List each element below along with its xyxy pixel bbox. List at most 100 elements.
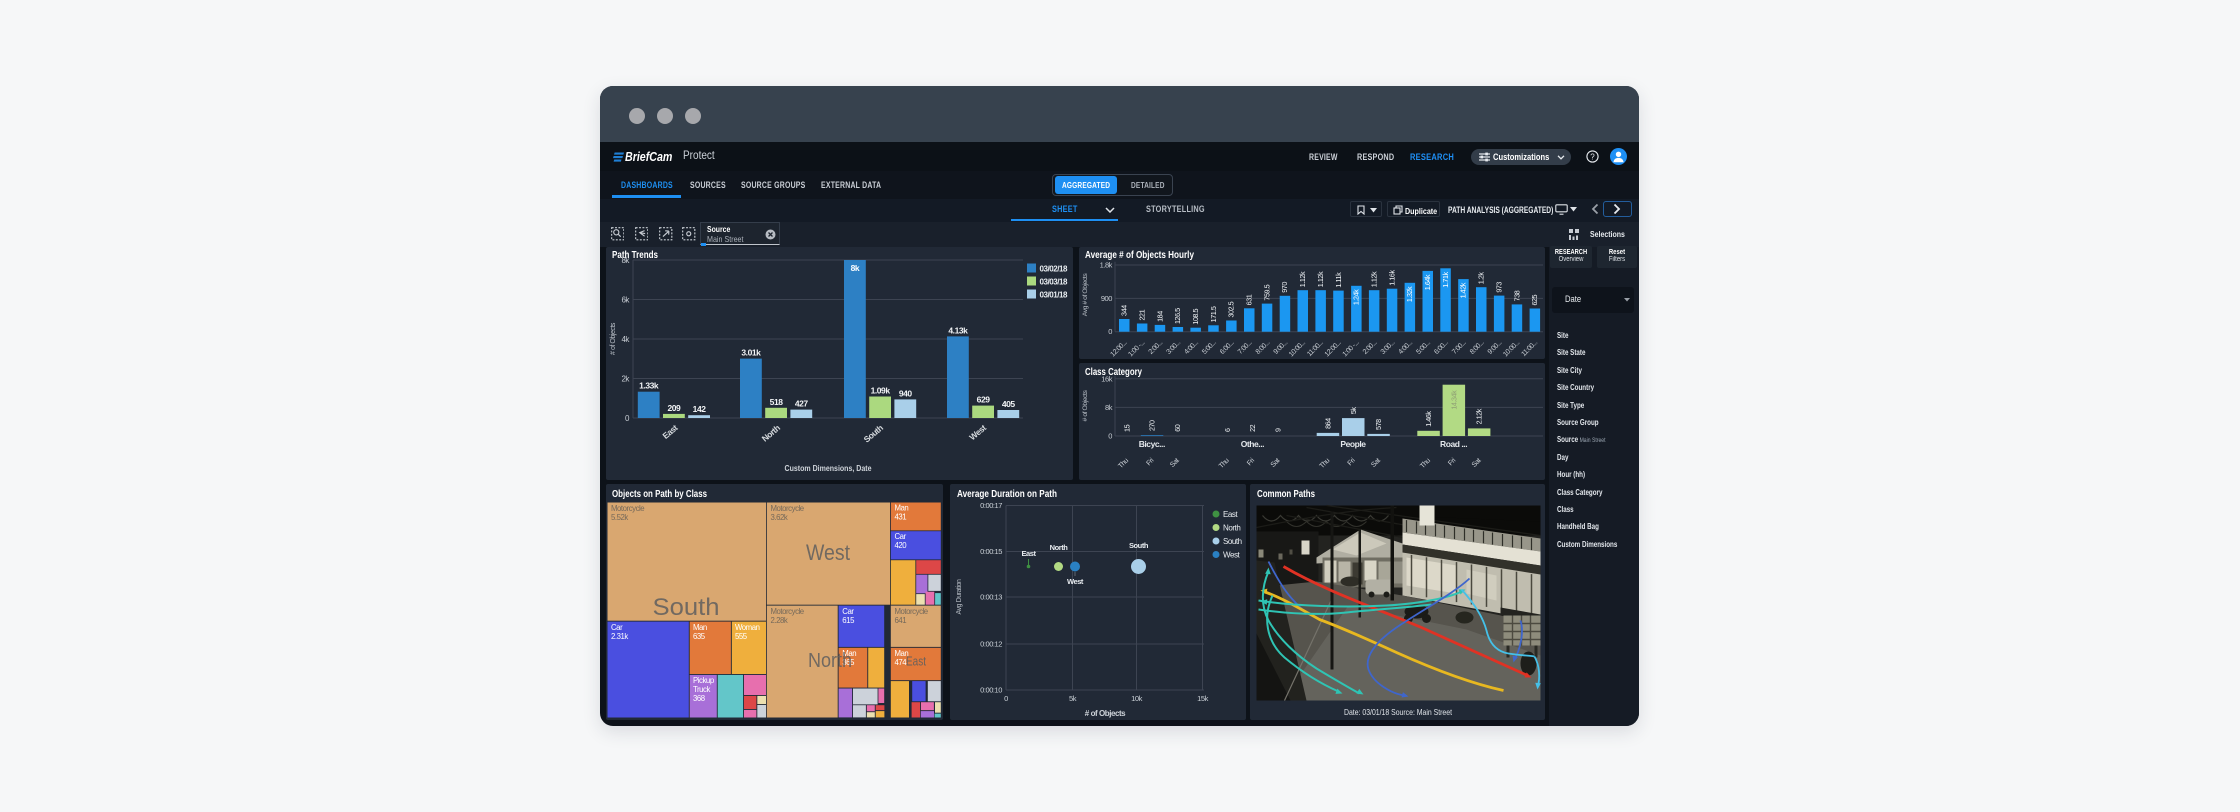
svg-text:1.24k: 1.24k bbox=[1352, 289, 1361, 305]
svg-text:6k: 6k bbox=[621, 296, 630, 305]
svg-text:Custom Dimensions, Date: Custom Dimensions, Date bbox=[785, 463, 872, 473]
svg-text:Average # of Objects Hourly: Average # of Objects Hourly bbox=[1085, 249, 1194, 261]
svg-text:Motorcycle: Motorcycle bbox=[771, 504, 804, 513]
svg-text:Sat: Sat bbox=[1370, 457, 1382, 469]
svg-text:270: 270 bbox=[1148, 420, 1157, 431]
svg-text:East: East bbox=[906, 654, 926, 669]
svg-text:1:00 -...: 1:00 -... bbox=[1127, 339, 1146, 358]
svg-text:365: 365 bbox=[842, 658, 855, 667]
svg-text:10:00...: 10:00... bbox=[1502, 339, 1521, 358]
svg-text:10:00...: 10:00... bbox=[1288, 339, 1307, 358]
svg-text:West: West bbox=[967, 422, 988, 442]
svg-text:1.2k: 1.2k bbox=[1477, 272, 1486, 285]
svg-text:22: 22 bbox=[1248, 424, 1257, 432]
svg-text:2.12k: 2.12k bbox=[1475, 408, 1484, 424]
svg-text:1.64k: 1.64k bbox=[1423, 274, 1432, 290]
svg-text:2k: 2k bbox=[621, 375, 630, 384]
svg-text:1.16k: 1.16k bbox=[1387, 270, 1396, 286]
svg-text:East: East bbox=[1021, 549, 1036, 558]
svg-text:1.09k: 1.09k bbox=[871, 385, 891, 395]
svg-text:1.11k: 1.11k bbox=[1334, 272, 1343, 288]
svg-text:2.28k: 2.28k bbox=[771, 616, 788, 625]
svg-text:0:00:12: 0:00:12 bbox=[980, 640, 1002, 649]
svg-text:Class Category: Class Category bbox=[1085, 366, 1142, 378]
svg-text:Fri: Fri bbox=[1145, 457, 1155, 467]
svg-text:10k: 10k bbox=[1131, 694, 1142, 703]
svg-text:4.13k: 4.13k bbox=[948, 325, 968, 335]
svg-text:West: West bbox=[1067, 577, 1084, 586]
svg-text:578: 578 bbox=[1374, 419, 1383, 430]
svg-text:1.71k: 1.71k bbox=[1441, 271, 1450, 287]
svg-text:0:00:13: 0:00:13 bbox=[980, 593, 1002, 602]
svg-text:Fri: Fri bbox=[1447, 457, 1457, 467]
svg-text:5:00...: 5:00... bbox=[1201, 339, 1218, 356]
svg-text:Pickup: Pickup bbox=[693, 676, 715, 685]
svg-text:0:00:15: 0:00:15 bbox=[980, 547, 1002, 556]
svg-text:4:00...: 4:00... bbox=[1183, 339, 1200, 356]
svg-text:2.31k: 2.31k bbox=[611, 632, 628, 641]
svg-text:Fri: Fri bbox=[1246, 457, 1256, 467]
svg-text:1.46k: 1.46k bbox=[1424, 411, 1433, 427]
svg-text:8k: 8k bbox=[851, 263, 860, 273]
svg-text:# of Objects: # of Objects bbox=[610, 322, 617, 355]
svg-text:8:00...: 8:00... bbox=[1255, 339, 1272, 356]
svg-text:344: 344 bbox=[1120, 305, 1129, 316]
svg-text:6:00...: 6:00... bbox=[1433, 339, 1450, 356]
svg-text:Thu: Thu bbox=[1218, 457, 1231, 470]
svg-text:Man: Man bbox=[895, 649, 909, 658]
svg-text:3:00...: 3:00... bbox=[1165, 339, 1182, 356]
svg-text:3.62k: 3.62k bbox=[771, 513, 788, 522]
svg-text:209: 209 bbox=[667, 403, 681, 413]
svg-text:15k: 15k bbox=[1197, 694, 1208, 703]
svg-text:0: 0 bbox=[1108, 327, 1112, 336]
svg-text:Avg # of Objects: Avg # of Objects bbox=[1082, 273, 1089, 317]
svg-text:Avg Duration: Avg Duration bbox=[956, 579, 963, 614]
svg-text:Fri: Fri bbox=[1347, 457, 1357, 467]
svg-text:864: 864 bbox=[1324, 418, 1333, 429]
svg-text:126.5: 126.5 bbox=[1173, 308, 1182, 324]
svg-text:5k: 5k bbox=[1068, 694, 1076, 703]
svg-text:?: ? bbox=[1590, 152, 1595, 161]
svg-text:900: 900 bbox=[1101, 294, 1112, 303]
svg-text:60: 60 bbox=[1173, 424, 1182, 432]
svg-text:970: 970 bbox=[1280, 282, 1289, 293]
svg-text:142: 142 bbox=[693, 404, 707, 414]
svg-text:1.12k: 1.12k bbox=[1316, 271, 1325, 287]
svg-text:615: 615 bbox=[842, 616, 855, 625]
svg-text:7:00...: 7:00... bbox=[1237, 339, 1254, 356]
svg-text:629: 629 bbox=[977, 395, 991, 405]
svg-text:11:00...: 11:00... bbox=[1306, 339, 1325, 358]
svg-text:Motorcycle: Motorcycle bbox=[611, 504, 644, 513]
svg-text:People: People bbox=[1340, 439, 1366, 449]
svg-text:Truck: Truck bbox=[693, 685, 711, 694]
svg-text:431: 431 bbox=[895, 513, 907, 522]
svg-text:1.8k: 1.8k bbox=[1100, 261, 1113, 270]
svg-text:4k: 4k bbox=[621, 335, 630, 344]
svg-text:11:00...: 11:00... bbox=[1520, 339, 1539, 358]
svg-text:North: North bbox=[1223, 524, 1240, 533]
svg-text:635: 635 bbox=[693, 632, 706, 641]
svg-text:474: 474 bbox=[895, 658, 908, 667]
svg-text:1.33k: 1.33k bbox=[639, 381, 659, 391]
svg-text:Sat: Sat bbox=[1270, 457, 1282, 469]
svg-text:East: East bbox=[660, 422, 679, 440]
svg-text:Car: Car bbox=[895, 532, 907, 541]
svg-text:South: South bbox=[1223, 537, 1242, 546]
svg-text:Date: 03/01/18 Source: Main St: Date: 03/01/18 Source: Main Street bbox=[1344, 707, 1453, 717]
svg-text:171.5: 171.5 bbox=[1209, 306, 1218, 322]
svg-text:625: 625 bbox=[1530, 294, 1539, 305]
svg-text:8k: 8k bbox=[621, 256, 630, 265]
svg-text:3:00...: 3:00... bbox=[1380, 339, 1397, 356]
svg-text:108.5: 108.5 bbox=[1191, 308, 1200, 324]
svg-text:738: 738 bbox=[1512, 290, 1521, 301]
svg-text:14.34k: 14.34k bbox=[1449, 390, 1458, 410]
svg-text:Average Duration on Path: Average Duration on Path bbox=[957, 488, 1057, 500]
svg-text:Othe...: Othe... bbox=[1241, 439, 1264, 449]
svg-text:East: East bbox=[1223, 510, 1238, 519]
svg-text:North: North bbox=[808, 650, 852, 672]
svg-text:555: 555 bbox=[735, 632, 748, 641]
svg-text:Road ...: Road ... bbox=[1440, 439, 1467, 449]
svg-text:South: South bbox=[1129, 541, 1149, 550]
svg-text:1:00 -...: 1:00 -... bbox=[1342, 339, 1361, 358]
svg-text:03/02/18: 03/02/18 bbox=[1040, 265, 1069, 274]
